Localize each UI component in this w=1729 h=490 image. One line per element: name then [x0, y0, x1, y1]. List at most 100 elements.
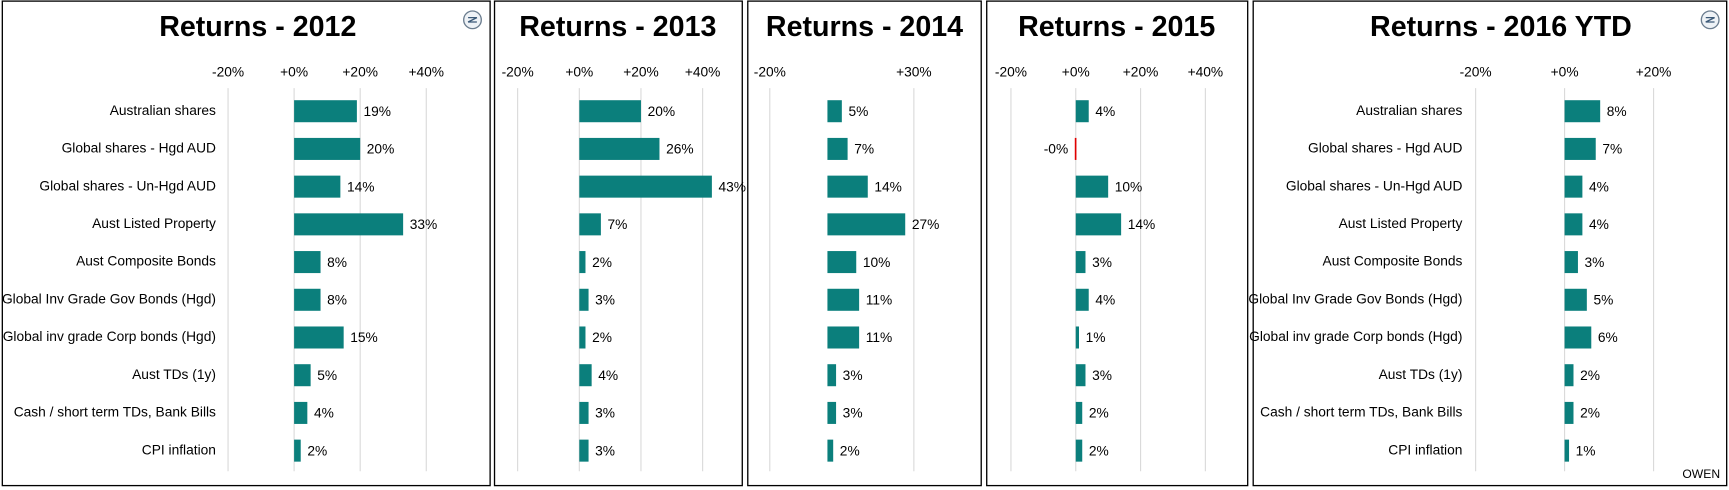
panel-frame	[986, 0, 1249, 487]
bar	[1075, 100, 1089, 123]
bar	[1564, 100, 1601, 123]
value-label: 3%	[843, 368, 863, 383]
x-tick-label: +20%	[623, 64, 659, 79]
bar	[1564, 439, 1570, 462]
bar	[579, 251, 586, 274]
value-label: 10%	[1115, 179, 1143, 194]
panel-frame	[1, 0, 491, 487]
bar	[294, 213, 404, 236]
value-label: 4%	[598, 368, 618, 383]
bar	[294, 175, 341, 198]
category-label: CPI inflation	[1388, 442, 1462, 457]
category-label: Global shares - Un-Hgd AUD	[39, 178, 216, 193]
bar	[1075, 175, 1109, 198]
bar	[827, 364, 837, 387]
x-tick-label: +30%	[896, 64, 932, 79]
value-label: 5%	[848, 104, 868, 119]
value-label: 3%	[1092, 255, 1112, 270]
value-label: 8%	[1607, 104, 1627, 119]
value-label: 3%	[595, 293, 615, 308]
value-label: 7%	[1602, 142, 1622, 157]
value-label: 43%	[718, 179, 746, 194]
bar	[294, 100, 357, 123]
x-tick-label: -20%	[502, 64, 534, 79]
panel-frame	[1252, 0, 1728, 487]
bar	[579, 326, 586, 349]
value-label: 5%	[1593, 293, 1613, 308]
chart-title: Returns - 2013	[519, 11, 716, 43]
bar	[827, 251, 857, 274]
chart-title: Returns - 2014	[766, 11, 963, 43]
value-label: 7%	[607, 217, 627, 232]
x-tick-label: +0%	[1551, 64, 1579, 79]
bar	[579, 175, 712, 198]
value-label: 20%	[367, 142, 395, 157]
category-label: Global shares - Hgd AUD	[62, 141, 216, 156]
value-label: 8%	[327, 293, 347, 308]
x-tick-label: +0%	[565, 64, 593, 79]
bar	[579, 401, 589, 424]
value-label: 20%	[648, 104, 676, 119]
value-label: 2%	[840, 443, 860, 458]
value-label: -0%	[1044, 142, 1068, 157]
bar	[1075, 364, 1086, 387]
value-label: 8%	[327, 255, 347, 270]
logo	[1700, 10, 1720, 30]
value-label: 3%	[595, 406, 615, 421]
category-label: Global inv grade Corp bonds (Hgd)	[1249, 329, 1462, 344]
value-label: 14%	[874, 179, 902, 194]
annotation: OWEN	[1682, 467, 1720, 481]
bar	[1564, 364, 1574, 387]
logo	[463, 10, 482, 30]
panel-frame	[493, 0, 743, 487]
x-tick-label: -20%	[995, 64, 1027, 79]
bar	[579, 364, 592, 387]
value-label: 10%	[863, 255, 891, 270]
panel-frame	[747, 0, 982, 487]
bar	[579, 439, 589, 462]
bar	[579, 288, 589, 311]
bar	[579, 100, 641, 123]
bar	[827, 401, 837, 424]
bar	[1564, 137, 1596, 160]
value-label: 3%	[595, 443, 615, 458]
value-label: 11%	[866, 293, 893, 308]
value-label: 15%	[350, 330, 378, 345]
x-tick-label: +40%	[1188, 64, 1224, 79]
bar	[1564, 251, 1578, 274]
bar	[1564, 401, 1574, 424]
category-label: Aust Composite Bonds	[76, 254, 216, 269]
x-tick-label: +20%	[1636, 64, 1672, 79]
bar	[827, 175, 868, 198]
value-label: 2%	[592, 255, 612, 270]
category-label: Aust Composite Bonds	[1323, 254, 1463, 269]
category-label: Global inv grade Corp bonds (Hgd)	[3, 329, 216, 344]
value-label: 4%	[1589, 179, 1609, 194]
value-label: 3%	[843, 406, 863, 421]
chart-title: Returns - 2016 YTD	[1370, 11, 1632, 43]
x-tick-label: +20%	[1123, 64, 1159, 79]
value-label: 4%	[1095, 104, 1115, 119]
value-label: 1%	[1576, 443, 1596, 458]
category-label: Global shares - Hgd AUD	[1308, 141, 1462, 156]
category-label: CPI inflation	[142, 442, 216, 457]
bar	[1564, 288, 1587, 311]
category-label: Aust TDs (1y)	[1379, 367, 1463, 382]
bar	[294, 326, 344, 349]
value-label: 2%	[1580, 406, 1600, 421]
value-label: 1%	[1086, 330, 1106, 345]
bar	[1074, 137, 1077, 160]
bar	[579, 213, 601, 236]
bar	[1075, 326, 1079, 349]
value-label: 2%	[1089, 443, 1109, 458]
value-label: 2%	[592, 330, 612, 345]
bar	[1075, 401, 1083, 424]
value-label: 14%	[1128, 217, 1156, 232]
category-label: Cash / short term TDs, Bank Bills	[1260, 405, 1462, 420]
category-label: Global Inv Grade Gov Bonds (Hgd)	[2, 291, 216, 306]
x-tick-label: -20%	[754, 64, 786, 79]
x-tick-label: -20%	[212, 64, 244, 79]
bar	[827, 213, 906, 236]
bar	[294, 288, 321, 311]
